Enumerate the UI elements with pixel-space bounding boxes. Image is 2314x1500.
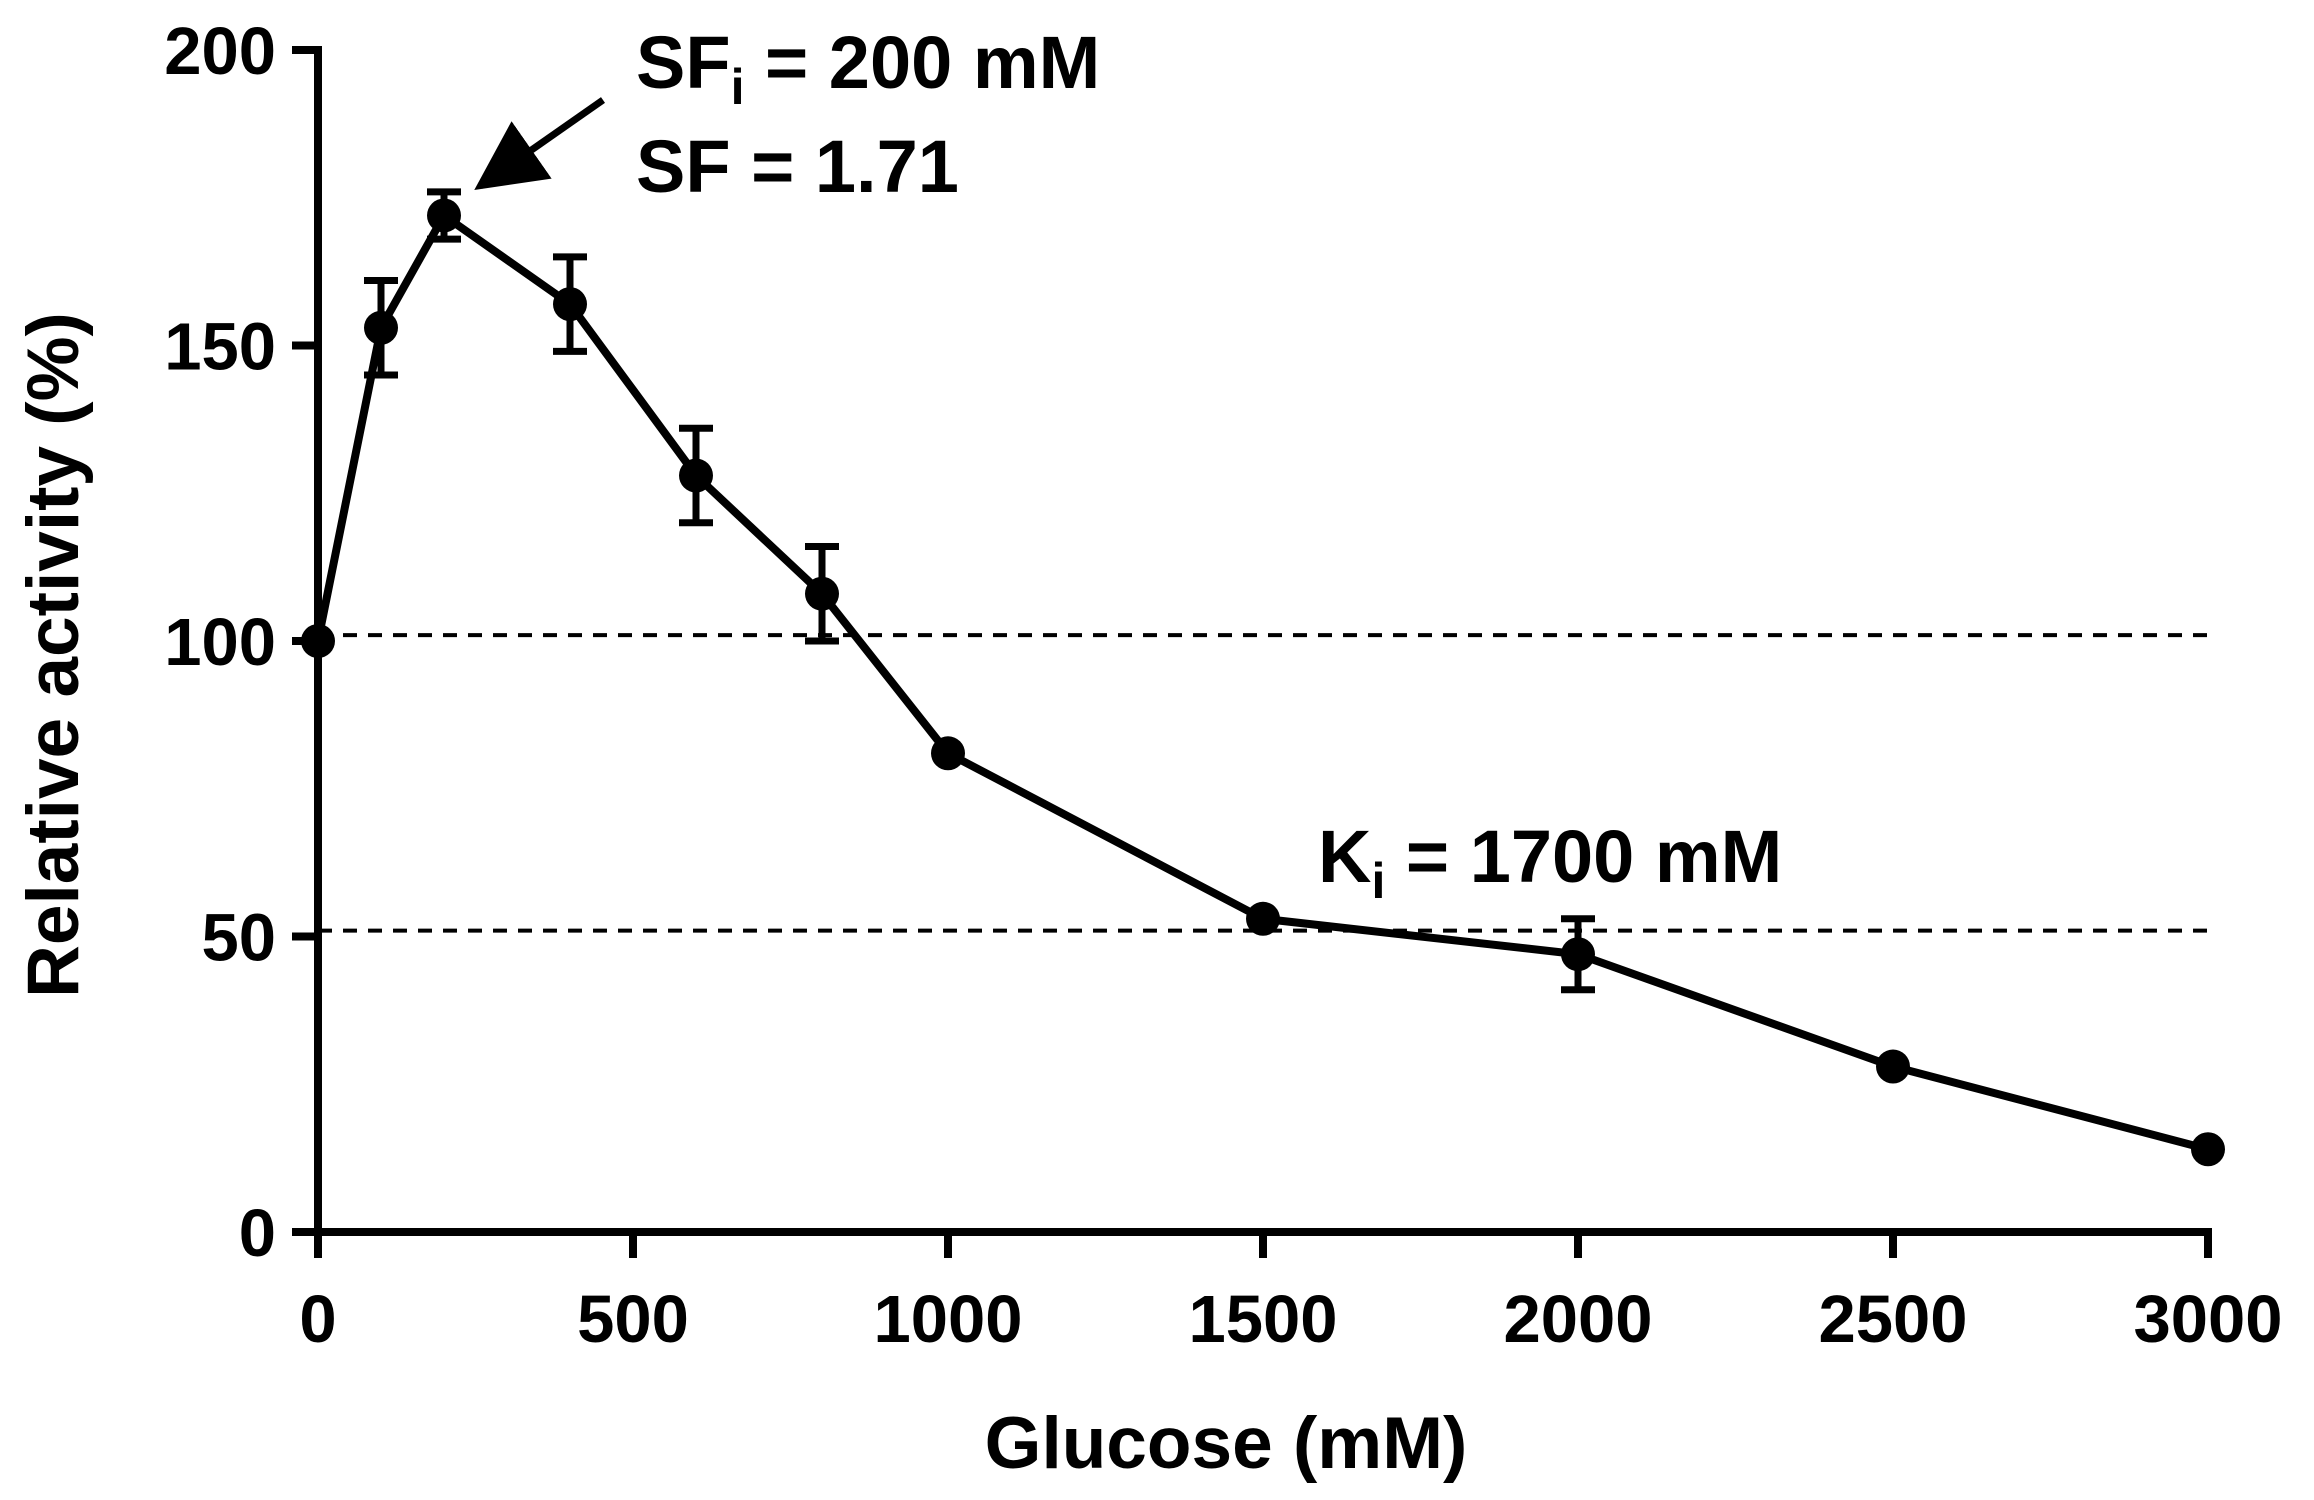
data-point-4: [679, 458, 713, 493]
data-point-10: [2191, 1132, 2225, 1167]
data-point-0: [301, 624, 335, 658]
sfi-annotation: SFi = 200 mM: [636, 21, 1100, 115]
sf-annotation: SF = 1.71: [636, 125, 959, 208]
x-tick-label-1000: 1000: [873, 1282, 1022, 1357]
series: [301, 188, 2225, 1167]
y-tick-label-50: 50: [201, 901, 276, 976]
y-axis-title: Relative activity (%): [13, 312, 94, 998]
axes: [314, 46, 2212, 1236]
data-point-2: [427, 198, 461, 233]
data-point-5: [805, 576, 839, 611]
data-point-1: [364, 310, 398, 345]
x-tick-label-3000: 3000: [2133, 1282, 2282, 1357]
series-line: [314, 211, 2210, 1154]
x-axis-title: Glucose (mM): [985, 1403, 1468, 1484]
data-point-3: [553, 287, 587, 322]
x-ticks: 0 500 1000 1500 2000 2500 3000: [299, 1232, 2283, 1357]
y-tick-label-0: 0: [239, 1196, 276, 1271]
reference-lines: [318, 633, 2208, 933]
data-point-7: [1246, 901, 1280, 936]
data-point-6: [931, 736, 965, 771]
x-tick-label-500: 500: [577, 1282, 689, 1357]
ki-annotation: Ki = 1700 mM: [1318, 815, 1782, 909]
y-ticks: 0 50 100 150 200: [164, 14, 318, 1271]
y-tick-label-100: 100: [164, 605, 276, 680]
sfi-arrow: [474, 97, 606, 191]
x-tick-label-0: 0: [299, 1282, 336, 1357]
data-point-9: [1876, 1049, 1910, 1084]
x-tick-label-2000: 2000: [1503, 1282, 1652, 1357]
y-tick-label-150: 150: [164, 310, 276, 385]
y-tick-label-200: 200: [164, 14, 276, 89]
x-tick-label-2500: 2500: [1818, 1282, 1967, 1357]
x-tick-label-1500: 1500: [1188, 1282, 1337, 1357]
data-point-8: [1561, 937, 1595, 972]
